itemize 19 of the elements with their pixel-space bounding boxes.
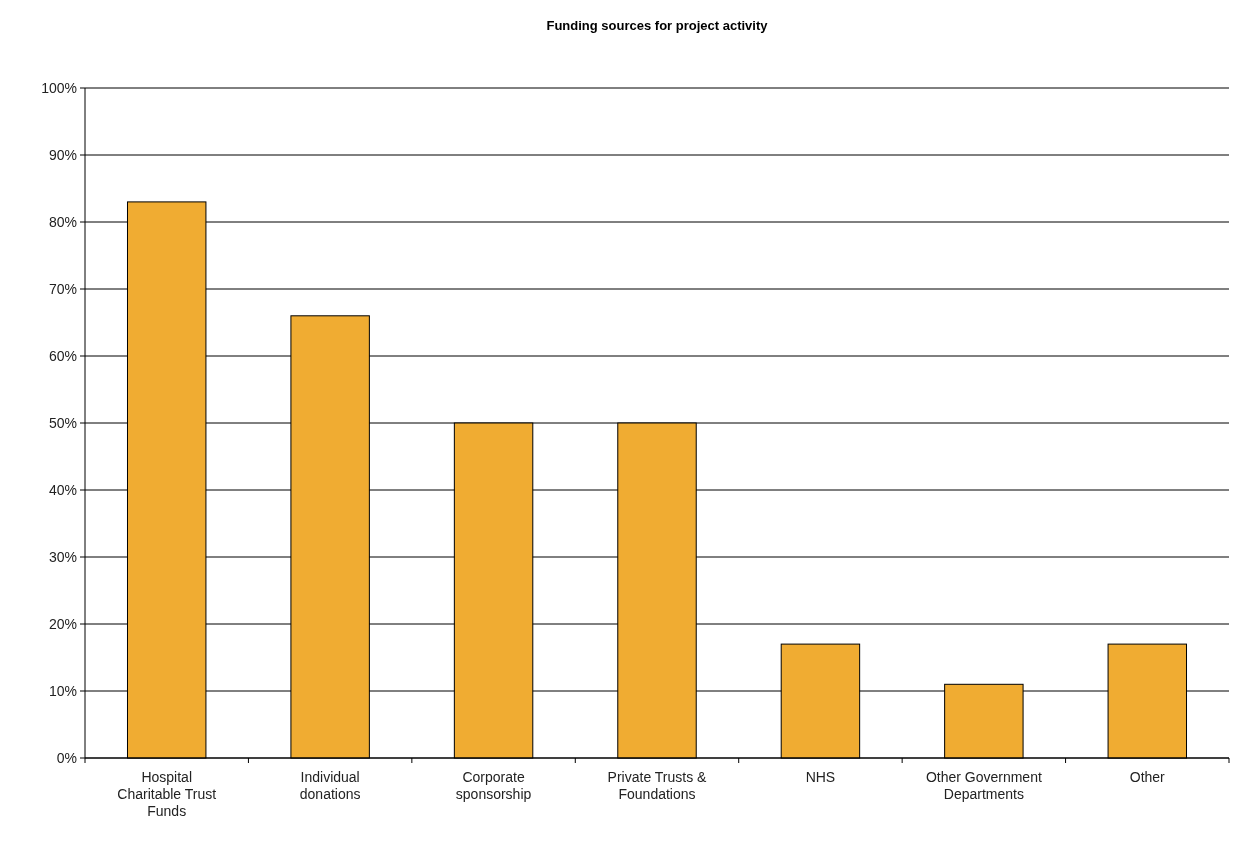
y-tick-label: 40% xyxy=(48,481,77,498)
x-tick-label: NHS xyxy=(805,769,836,785)
x-tick-label: Corporate sponsorship xyxy=(455,769,532,802)
x-tick-label: Hospital Charitable Trust Funds xyxy=(117,769,217,819)
x-tick-label: Other xyxy=(1129,769,1166,785)
chart-title: Funding sources for project activity xyxy=(546,18,769,33)
x-tick-label: Other Government Departments xyxy=(925,769,1042,802)
y-tick-label: 30% xyxy=(48,548,77,565)
x-tick-label: Individual donations xyxy=(299,769,361,802)
y-tick-label: 70% xyxy=(48,280,77,297)
y-tick-label: 0% xyxy=(56,749,77,766)
y-tick-label: 80% xyxy=(48,213,77,230)
y-tick-label: 50% xyxy=(48,414,77,431)
y-tick-label: 10% xyxy=(48,682,77,699)
y-tick-label: 90% xyxy=(48,146,77,163)
x-tick-label: Private Trusts & Foundations xyxy=(607,769,708,802)
y-tick-label: 20% xyxy=(48,615,77,632)
y-tick-label: 100% xyxy=(41,79,77,96)
y-tick-label: 60% xyxy=(48,347,77,364)
